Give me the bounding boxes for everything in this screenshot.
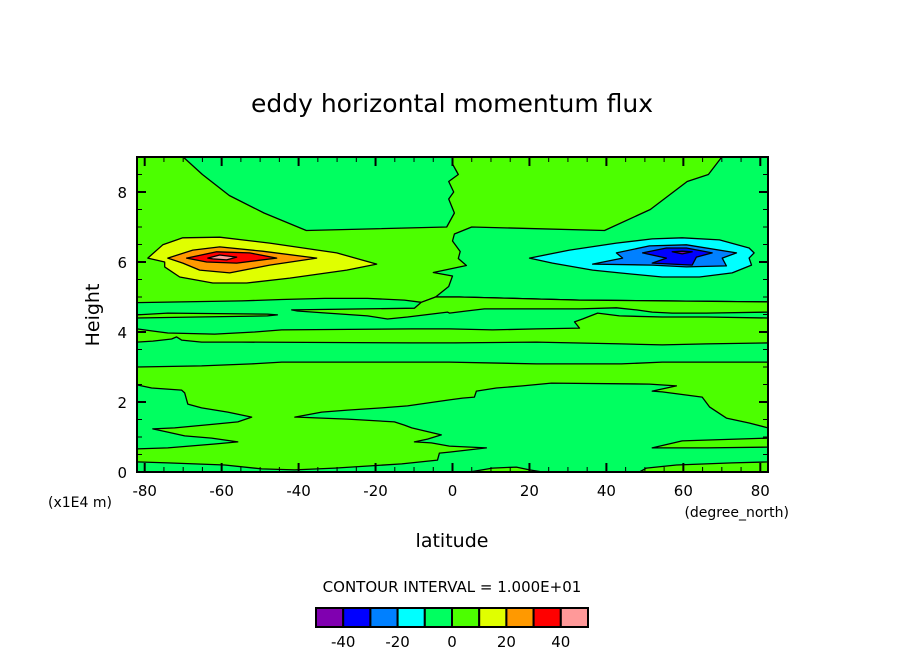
contour-region-mid-positive-tongue	[291, 296, 769, 320]
y-tick-label: 8	[117, 184, 127, 202]
x-tick-label: -40	[286, 482, 311, 500]
y-tick-label: 4	[117, 324, 127, 342]
colorbar-swatch--50-to--40	[315, 607, 345, 628]
colorbar-swatch-20-to-30	[505, 607, 535, 628]
colorbar-labels: -40 -20 0 20 40	[331, 633, 570, 651]
colorbar-swatch-30-to-40	[532, 607, 562, 628]
colorbar-label: 20	[497, 633, 516, 651]
x-tick-label: 60	[674, 482, 693, 500]
contour-region-lower-negative-region	[136, 382, 769, 473]
colorbar-label: -20	[385, 633, 410, 651]
contour-region-mid-negative-band-2	[136, 336, 769, 368]
x-axis-label: latitude	[416, 530, 489, 552]
colorbar-swatch-40-to-50	[559, 607, 589, 628]
y-tick-label: 2	[117, 394, 127, 412]
plot-area	[136, 156, 769, 473]
x-tick-label: 20	[520, 482, 539, 500]
colorbar-swatch-0-to-10	[451, 607, 481, 628]
colorbar-swatch--10-to-0	[423, 607, 453, 628]
y-axis-units: (x1E4 m)	[48, 495, 112, 511]
contour-region-negative-min-40	[671, 250, 693, 255]
x-axis-units: (degree_north)	[684, 505, 789, 521]
colorbar-label: -40	[331, 633, 356, 651]
colorbar-label: 0	[447, 633, 457, 651]
contour-region-negative-min-30	[641, 247, 713, 266]
x-tick-label: 0	[448, 482, 458, 500]
y-tick-label: 6	[117, 254, 127, 272]
colorbar-swatch--30-to--20	[369, 607, 399, 628]
contour-region-lower-left-negative-region	[136, 384, 253, 450]
x-tick-label: -20	[363, 482, 388, 500]
colorbar-swatch--20-to--10	[396, 607, 426, 628]
colorbar	[315, 607, 589, 628]
x-tick-labels: -80 -60 -40 -20 0 20 40 60 80	[132, 482, 769, 500]
colorbar-label: 40	[551, 633, 570, 651]
contour-region-mid-positive-wedge	[136, 312, 279, 319]
colorbar-swatch--40-to--30	[342, 607, 372, 628]
y-tick-labels: 0 2 4 6 8	[117, 184, 127, 482]
x-tick-label: -60	[209, 482, 234, 500]
y-tick-label: 0	[117, 464, 127, 482]
contour-interval-label: CONTOUR INTERVAL = 1.000E+01	[323, 578, 582, 596]
y-axis-label: Height	[82, 284, 104, 347]
x-tick-label: -80	[132, 482, 157, 500]
contour-region-positive-max-40	[207, 254, 238, 261]
x-tick-label: 40	[597, 482, 616, 500]
plot-frame	[136, 156, 769, 473]
x-tick-label: 80	[751, 482, 770, 500]
chart-title: eddy horizontal momentum flux	[251, 89, 653, 118]
colorbar-swatch-10-to-20	[478, 607, 508, 628]
